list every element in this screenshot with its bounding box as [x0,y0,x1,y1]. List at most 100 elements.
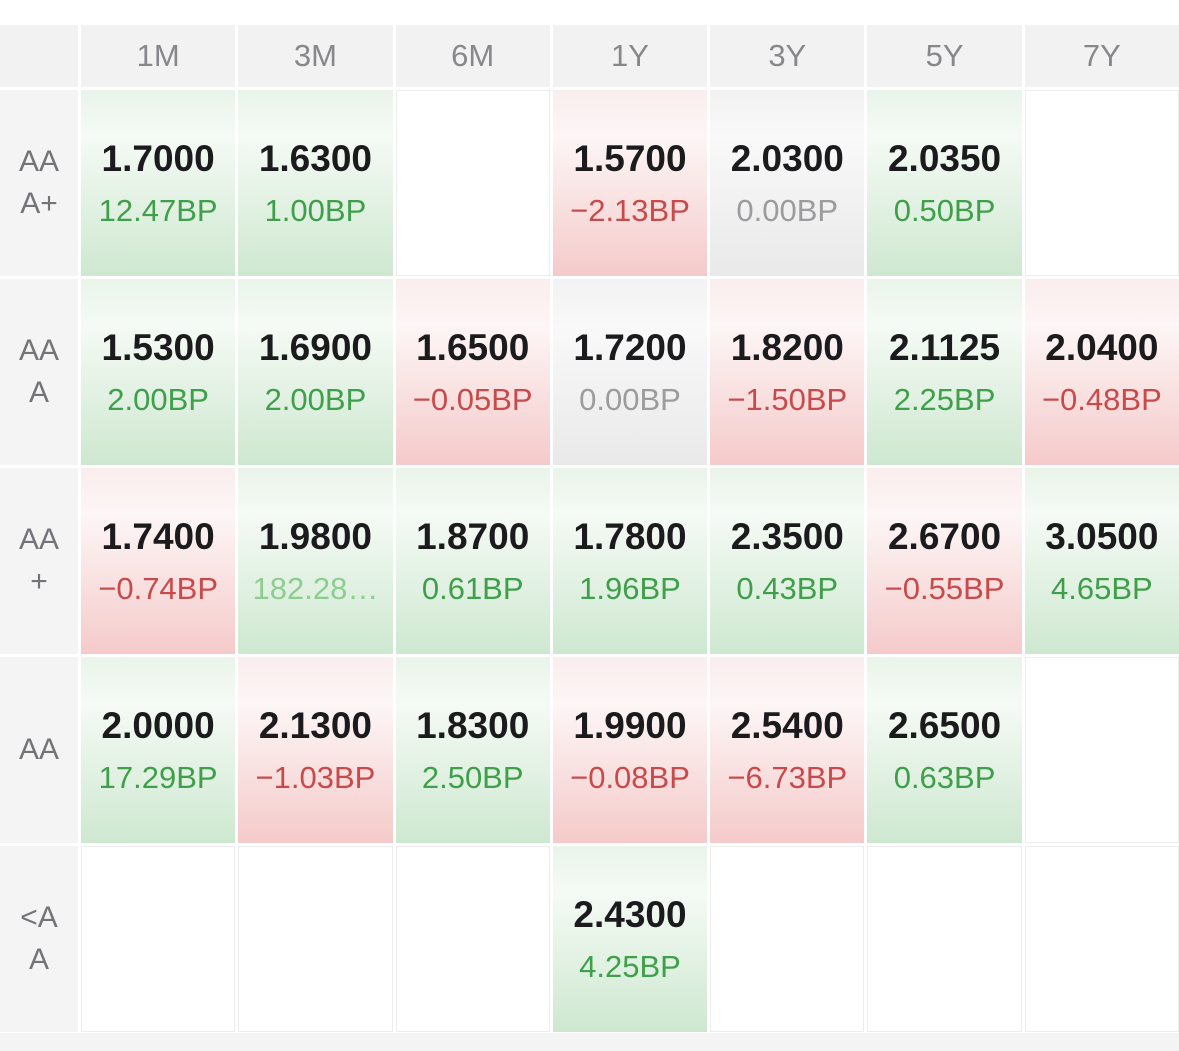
rate-value: 2.1300 [258,704,372,746]
rate-value: 1.9800 [258,515,372,557]
rate-value: 1.7000 [101,137,215,179]
bp-change-value: 0.00BP [579,381,681,417]
bp-change-value: 2.25BP [893,381,996,417]
tenor-header-1Y: 1Y [552,25,708,87]
rate-value: 2.5400 [730,704,844,746]
rate-cell[interactable]: 2.5400 −6.73BP [710,657,865,843]
bp-change-value: 0.61BP [421,570,524,606]
rate-cell-empty[interactable] [1024,657,1179,843]
tenor-header-5Y: 5Y [867,25,1022,87]
rate-value: 1.6300 [258,137,372,179]
bp-change-value: 2.00BP [107,381,209,417]
bp-change-value: 0.50BP [893,192,996,228]
rate-value: 1.8700 [416,515,530,557]
rate-cell-empty[interactable] [710,846,865,1032]
rating-row-label-3: AA [0,657,78,843]
rate-cell[interactable]: 2.0350 0.50BP [867,90,1022,276]
rate-cell[interactable]: 2.0400 −0.48BP [1024,279,1179,465]
tenor-header-6M: 6M [395,25,550,87]
rate-cell[interactable]: 1.7200 0.00BP [552,279,708,465]
footer-strip [0,1033,1179,1051]
rate-value: 2.0000 [101,704,215,746]
bp-change-value: 2.00BP [264,381,367,417]
rate-value: 2.0350 [887,137,1002,179]
bp-change-value: −6.73BP [727,759,848,795]
rate-value: 2.0400 [1045,326,1159,368]
rate-cell[interactable]: 1.8700 0.61BP [395,468,550,654]
rate-cell[interactable]: 1.8200 −1.50BP [710,279,865,465]
bp-change-value: 1.96BP [579,570,681,606]
bp-change-value: −0.05BP [412,381,533,417]
rating-row-label-1: AA A [0,279,78,465]
bp-change-value: 182.28… [252,570,379,606]
rate-cell[interactable]: 2.1125 2.25BP [867,279,1022,465]
rate-value: 1.6500 [416,326,530,368]
rate-cell-empty[interactable] [867,846,1022,1032]
rate-cell-empty[interactable] [81,846,236,1032]
rating-row-label-2: AA + [0,468,78,654]
bp-change-value: 4.65BP [1051,570,1153,606]
rate-cell[interactable]: 2.0300 0.00BP [710,90,865,276]
rate-cell[interactable]: 1.5700 −2.13BP [552,90,708,276]
rate-cell[interactable]: 1.8300 2.50BP [395,657,550,843]
bp-change-value: 0.43BP [736,570,839,606]
bp-change-value: −0.08BP [570,759,690,795]
rate-value: 2.1125 [888,326,1001,368]
rate-value: 1.9900 [573,704,687,746]
bp-change-value: 1.00BP [264,192,367,228]
rate-value: 1.5700 [573,137,687,179]
bp-change-value: 0.63BP [893,759,996,795]
bp-change-value: −2.13BP [570,192,690,228]
bp-change-value: −0.74BP [98,570,219,606]
rate-cell[interactable]: 1.5300 2.00BP [81,279,236,465]
bp-change-value: −1.03BP [255,759,376,795]
rate-cell[interactable]: 1.9800 182.28… [238,468,393,654]
rate-value: 2.6500 [887,704,1002,746]
rate-cell-empty[interactable] [395,846,550,1032]
rate-value: 1.7200 [573,326,687,368]
bp-change-value: 12.47BP [98,192,218,228]
rate-value: 1.8200 [730,326,844,368]
tenor-header-7Y: 7Y [1024,25,1179,87]
rate-value: 1.8300 [416,704,530,746]
rate-cell[interactable]: 1.6500 −0.05BP [395,279,550,465]
bp-change-value: 4.25BP [579,948,681,984]
bp-change-value: −0.55BP [884,570,1005,606]
rate-value: 3.0500 [1045,515,1159,557]
rate-cell[interactable]: 1.6900 2.00BP [238,279,393,465]
bp-change-value: −1.50BP [727,381,848,417]
rating-row-label-4: <A A [0,846,78,1032]
rate-cell[interactable]: 1.9900 −0.08BP [552,657,708,843]
rate-value: 1.7800 [573,515,687,557]
rate-cell[interactable]: 2.3500 0.43BP [710,468,865,654]
rating-row-label-0: AA A+ [0,90,78,276]
top-spacer [0,0,1179,25]
tenor-header-3M: 3M [238,25,393,87]
rate-value: 2.3500 [730,515,844,557]
rate-value: 2.6700 [887,515,1002,557]
rate-cell-empty[interactable] [1024,90,1179,276]
rate-value: 2.4300 [573,893,687,935]
bp-change-value: 0.00BP [736,192,839,228]
bp-change-value: 17.29BP [98,759,218,795]
yield-matrix-table: 1M 3M 6M 1Y 3Y 5Y 7Y AA A+ 1.7000 12.47BP 1.630… [0,25,1179,1032]
rate-value: 1.5300 [101,326,215,368]
rate-value: 2.0300 [730,137,844,179]
rate-value: 1.6900 [258,326,372,368]
rate-cell[interactable]: 2.6500 0.63BP [867,657,1022,843]
tenor-header-3Y: 3Y [710,25,865,87]
rate-cell[interactable]: 2.4300 4.25BP [552,846,708,1032]
rate-cell[interactable]: 2.0000 17.29BP [81,657,236,843]
rate-cell[interactable]: 3.0500 4.65BP [1024,468,1179,654]
rate-cell[interactable]: 1.7400 −0.74BP [81,468,236,654]
rate-cell[interactable]: 1.7800 1.96BP [552,468,708,654]
bp-change-value: 2.50BP [421,759,524,795]
rate-cell[interactable]: 2.6700 −0.55BP [867,468,1022,654]
header-corner-cell [0,25,78,87]
rate-cell[interactable]: 2.1300 −1.03BP [238,657,393,843]
rate-cell[interactable]: 1.6300 1.00BP [238,90,393,276]
rate-cell[interactable]: 1.7000 12.47BP [81,90,236,276]
rate-cell-empty[interactable] [395,90,550,276]
rate-cell-empty[interactable] [1024,846,1179,1032]
rate-cell-empty[interactable] [238,846,393,1032]
